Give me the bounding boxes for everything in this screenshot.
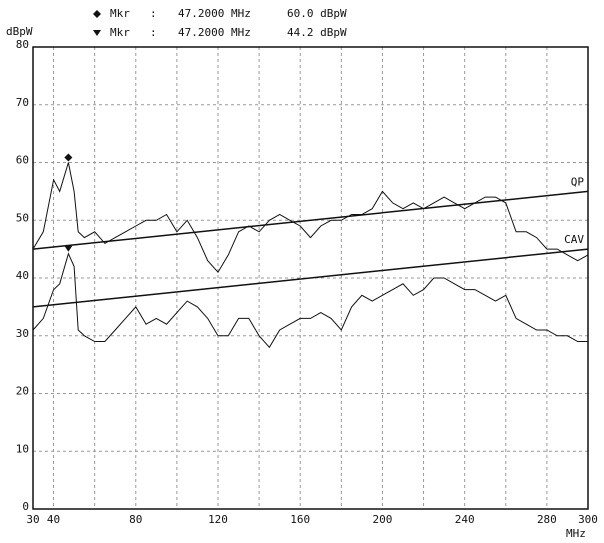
- x-tick-label: 200: [373, 513, 393, 526]
- marker-sep: :: [150, 7, 157, 20]
- x-tick-label: 280: [537, 513, 557, 526]
- limit-line: [32, 190, 589, 250]
- y-tick-label: 60: [16, 154, 29, 167]
- y-tick-label: 0: [22, 500, 29, 513]
- marker: [64, 153, 73, 162]
- limit-line: [32, 248, 589, 308]
- y-tick-label: 20: [16, 385, 29, 398]
- marker: [64, 245, 73, 252]
- x-tick-label: 40: [47, 513, 60, 526]
- plot-frame: [32, 46, 589, 510]
- limit-label: CAV: [564, 233, 584, 246]
- y-tick-label: 40: [16, 269, 29, 282]
- limit-label: QP: [571, 175, 585, 188]
- y-axis-label: dBpW: [6, 25, 33, 38]
- marker-legend-symbol: [93, 10, 101, 18]
- marker-freq: 47.2000 MHz: [178, 7, 251, 20]
- trace: [32, 162, 589, 274]
- y-tick-label: 10: [16, 442, 29, 455]
- marker-label: Mkr: [110, 26, 130, 39]
- x-tick-label: 240: [455, 513, 475, 526]
- y-tick-label: 80: [16, 38, 29, 51]
- x-tick-label: 80: [129, 513, 142, 526]
- marker-freq: 47.2000 MHz: [178, 26, 251, 39]
- x-tick-label: 30: [26, 513, 39, 526]
- marker-legend-symbol: [93, 30, 101, 36]
- marker-label: Mkr: [110, 7, 130, 20]
- y-tick-label: 30: [16, 327, 29, 340]
- trace: [32, 252, 588, 349]
- y-tick-label: 70: [16, 96, 29, 109]
- x-tick-label: 300: [578, 513, 598, 526]
- x-tick-label: 160: [290, 513, 310, 526]
- marker-level: 60.0 dBpW: [287, 7, 347, 20]
- y-tick-label: 50: [16, 211, 29, 224]
- marker-sep: :: [150, 26, 157, 39]
- x-axis-label: MHz: [566, 527, 586, 540]
- marker-level: 44.2 dBpW: [287, 26, 347, 39]
- x-tick-label: 120: [208, 513, 228, 526]
